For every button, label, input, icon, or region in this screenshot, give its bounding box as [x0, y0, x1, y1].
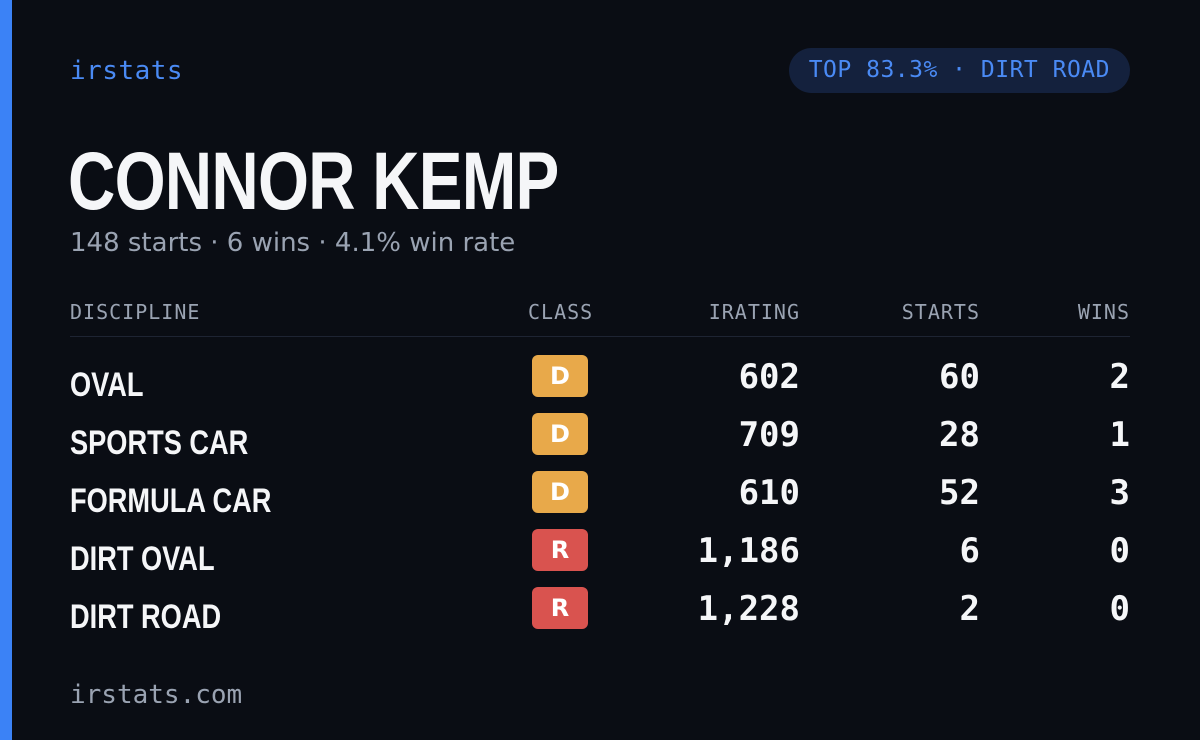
class-badge: R	[532, 529, 588, 571]
discipline-name: DIRT ROAD	[70, 598, 222, 636]
wins-value: 2	[1109, 357, 1130, 397]
wins-value: 0	[1109, 531, 1130, 571]
table-row: SPORTS CAR D 709 28 1	[70, 411, 1130, 469]
class-badge: R	[532, 587, 588, 629]
starts-value: 2	[959, 589, 980, 629]
wins-value: 3	[1109, 473, 1130, 513]
footer-url[interactable]: irstats.com	[70, 680, 243, 710]
irating-value: 1,186	[697, 531, 800, 571]
irating-value: 709	[738, 415, 800, 455]
class-badge: D	[532, 413, 588, 455]
starts-value: 60	[939, 357, 980, 397]
irating-value: 1,228	[697, 589, 800, 629]
discipline-name: DIRT OVAL	[70, 540, 215, 578]
starts-value: 52	[939, 473, 980, 513]
wins-value: 1	[1109, 415, 1130, 455]
starts-value: 28	[939, 415, 980, 455]
table-row: DIRT ROAD R 1,228 2 0	[70, 585, 1130, 643]
wins-value: 0	[1109, 589, 1130, 629]
discipline-name: OVAL	[70, 366, 144, 404]
table-row: OVAL D 602 60 2	[70, 353, 1130, 411]
starts-value: 6	[959, 531, 980, 571]
table-row: DIRT OVAL R 1,186 6 0	[70, 527, 1130, 585]
header-class: CLASS	[528, 300, 594, 324]
driver-summary: 148 starts · 6 wins · 4.1% win rate	[70, 228, 516, 258]
discipline-name: SPORTS CAR	[70, 424, 249, 462]
table-body: OVAL D 602 60 2 SPORTS CAR D 709 28 1 FO…	[70, 337, 1130, 643]
class-badge: D	[532, 355, 588, 397]
discipline-table: DISCIPLINE CLASS IRATING STARTS WINS OVA…	[70, 296, 1130, 643]
rank-badge: TOP 83.3% · DIRT ROAD	[788, 48, 1130, 93]
irating-value: 602	[738, 357, 800, 397]
header-irating: IRATING	[708, 300, 800, 324]
header-wins: WINS	[1077, 300, 1130, 324]
table-header: DISCIPLINE CLASS IRATING STARTS WINS	[70, 296, 1130, 337]
brand-logo: irstats	[70, 56, 184, 86]
driver-name: CONNOR KEMP	[68, 136, 559, 227]
accent-bar	[0, 0, 12, 740]
table-row: FORMULA CAR D 610 52 3	[70, 469, 1130, 527]
header-starts: STARTS	[901, 300, 980, 324]
discipline-name: FORMULA CAR	[70, 482, 272, 520]
irating-value: 610	[738, 473, 800, 513]
class-badge: D	[532, 471, 588, 513]
header-discipline: DISCIPLINE	[70, 300, 201, 324]
